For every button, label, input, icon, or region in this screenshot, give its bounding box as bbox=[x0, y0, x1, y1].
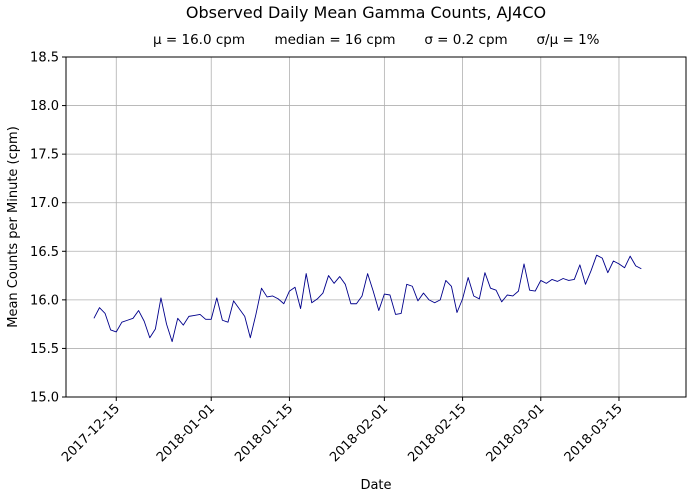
data-layer bbox=[93, 254, 642, 343]
stat-sigma: σ = 0.2 cpm bbox=[424, 32, 507, 48]
stat-median: median = 16 cpm bbox=[274, 32, 395, 48]
y-axis-label: Mean Counts per Minute (cpm) bbox=[6, 126, 21, 328]
y-tick-label: 18.5 bbox=[30, 51, 59, 66]
series-line bbox=[93, 254, 642, 343]
plot-frame bbox=[65, 56, 687, 398]
x-tick-label: 2018-02-15 bbox=[405, 401, 469, 465]
y-axis: 15.0 15.5 16.0 16.5 17.0 17.5 18.0 18.5 bbox=[30, 51, 66, 406]
stat-mean: μ = 16.0 cpm bbox=[153, 32, 245, 48]
stat-ratio: σ/μ = 1% bbox=[536, 32, 599, 48]
x-tick-label: 2018-01-15 bbox=[232, 401, 296, 465]
y-tick-label: 17.0 bbox=[30, 196, 59, 211]
y-tick-label: 18.0 bbox=[30, 99, 59, 114]
y-tick-label: 15.0 bbox=[30, 391, 59, 406]
x-tick-label: 2018-02-01 bbox=[327, 401, 391, 465]
x-tick-label: 2018-03-15 bbox=[562, 401, 626, 465]
y-tick-label: 17.5 bbox=[30, 148, 59, 163]
x-axis: 2017-12-15 2018-01-01 2018-01-15 2018-02-01… bbox=[59, 397, 626, 465]
x-axis-label: Date bbox=[360, 478, 391, 493]
x-tick-label: 2018-01-01 bbox=[154, 401, 218, 465]
y-tick-label: 16.5 bbox=[30, 245, 59, 260]
chart-title: Observed Daily Mean Gamma Counts, AJ4CO bbox=[186, 3, 546, 22]
x-tick-label: 2018-03-01 bbox=[484, 401, 548, 465]
grid bbox=[66, 56, 686, 398]
x-tick-label: 2017-12-15 bbox=[59, 401, 123, 465]
y-tick-label: 16.0 bbox=[30, 293, 59, 308]
y-tick-label: 15.5 bbox=[30, 342, 59, 357]
